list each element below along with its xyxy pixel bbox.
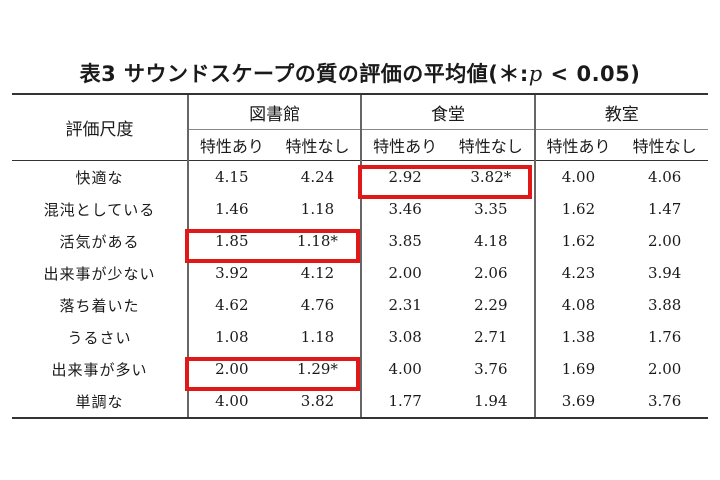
value-cell: 4.76 — [300, 296, 335, 314]
value-cell: 1.62 — [533, 225, 622, 257]
value-cell: 2.00 — [360, 257, 448, 289]
value-cell: 2.31 — [360, 289, 448, 321]
header-without-trait: 特性なし — [274, 129, 362, 161]
header-with-trait: 特性あり — [187, 129, 275, 161]
row-label: 単調な — [12, 385, 188, 419]
value-cell: 1.46 — [187, 193, 275, 225]
value-cell: 4.62 — [187, 289, 275, 321]
row-label: 出来事が多い — [51, 360, 148, 379]
value-cell: 1.76 — [647, 328, 682, 346]
value-cell: 4.00 — [533, 160, 622, 193]
value-cell: 2.00 — [187, 353, 275, 385]
row-label: 落ち着いた — [59, 296, 140, 315]
value-cell: 1.18* — [297, 232, 338, 250]
evaluation-table: 評価尺度 図書館 食堂 教室 特性あり 特性なし 特性あり 特性なし 特性あり … — [12, 93, 708, 419]
value-cell: 4.00 — [360, 353, 448, 385]
table-row: 活気がある 1.85 1.18* 3.85 4.18 1.62 2.00 — [12, 225, 708, 257]
value-cell: 3.85 — [360, 225, 448, 257]
value-cell: 1.47 — [647, 200, 682, 218]
table-row: 快適な 4.15 4.24 2.92 3.82* 4.00 4.06 — [12, 160, 708, 193]
header-scale: 評価尺度 — [12, 93, 188, 161]
value-cell: 3.08 — [360, 321, 448, 353]
table-row: うるさい 1.08 1.18 3.08 2.71 1.38 1.76 — [12, 321, 708, 353]
table-title: 表3 サウンドスケープの質の評価の平均値(＊:p < 0.05) — [79, 62, 641, 86]
header-group-classroom: 教室 — [533, 93, 708, 130]
value-cell: 2.71 — [474, 328, 508, 346]
table-row: 出来事が多い 2.00 1.29* 4.00 3.76 1.69 2.00 — [12, 353, 708, 385]
value-cell: 4.12 — [300, 264, 335, 282]
value-cell: 2.00 — [647, 360, 682, 378]
value-cell: 2.29 — [474, 296, 508, 314]
value-cell: 4.24 — [300, 168, 335, 186]
row-label: 快適な — [75, 168, 124, 187]
row-label: 出来事が少ない — [43, 264, 156, 283]
row-label: 混沌としている — [43, 200, 156, 219]
value-cell: 3.76 — [621, 385, 708, 419]
value-cell: 3.88 — [647, 296, 682, 314]
value-cell: 1.08 — [187, 321, 275, 353]
value-cell: 3.82 — [274, 385, 362, 419]
value-cell: 4.00 — [187, 385, 275, 419]
header-with-trait: 特性あり — [360, 129, 448, 161]
value-cell: 3.46 — [360, 193, 448, 225]
value-cell: 4.15 — [187, 160, 275, 193]
value-cell: 3.92 — [187, 257, 275, 289]
row-label: うるさい — [67, 328, 132, 347]
value-cell: 4.08 — [533, 289, 622, 321]
value-cell: 2.06 — [474, 264, 508, 282]
header-with-trait: 特性あり — [533, 129, 622, 161]
value-cell: 3.82* — [470, 168, 512, 186]
value-cell: 1.94 — [447, 385, 535, 419]
value-cell: 1.85 — [187, 225, 275, 257]
value-cell: 3.76 — [474, 360, 508, 378]
row-label: 活気がある — [59, 232, 140, 251]
value-cell: 1.69 — [533, 353, 622, 385]
table-row: 単調な 4.00 3.82 1.77 1.94 3.69 3.76 — [12, 385, 708, 419]
value-cell: 2.00 — [647, 232, 682, 250]
value-cell: 1.18 — [300, 200, 335, 218]
value-cell: 3.94 — [647, 264, 682, 282]
value-cell: 1.77 — [360, 385, 448, 419]
header-without-trait: 特性なし — [447, 129, 535, 161]
value-cell: 2.92 — [360, 160, 448, 193]
value-cell: 1.38 — [533, 321, 622, 353]
header-group-library: 図書館 — [186, 93, 362, 130]
value-cell: 1.29* — [297, 360, 338, 378]
value-cell: 1.18 — [300, 328, 335, 346]
value-cell: 4.06 — [647, 168, 682, 186]
table-row: 混沌としている 1.46 1.18 3.46 3.35 1.62 1.47 — [12, 193, 708, 225]
header-without-trait: 特性なし — [621, 129, 708, 161]
table-row: 落ち着いた 4.62 4.76 2.31 2.29 4.08 3.88 — [12, 289, 708, 321]
table-row: 出来事が少ない 3.92 4.12 2.00 2.06 4.23 3.94 — [12, 257, 708, 289]
value-cell: 3.69 — [533, 385, 622, 419]
value-cell: 1.62 — [533, 193, 622, 225]
value-cell: 4.23 — [533, 257, 622, 289]
value-cell: 3.35 — [474, 200, 508, 218]
header-group-cafeteria: 食堂 — [360, 93, 535, 130]
value-cell: 4.18 — [474, 232, 508, 250]
